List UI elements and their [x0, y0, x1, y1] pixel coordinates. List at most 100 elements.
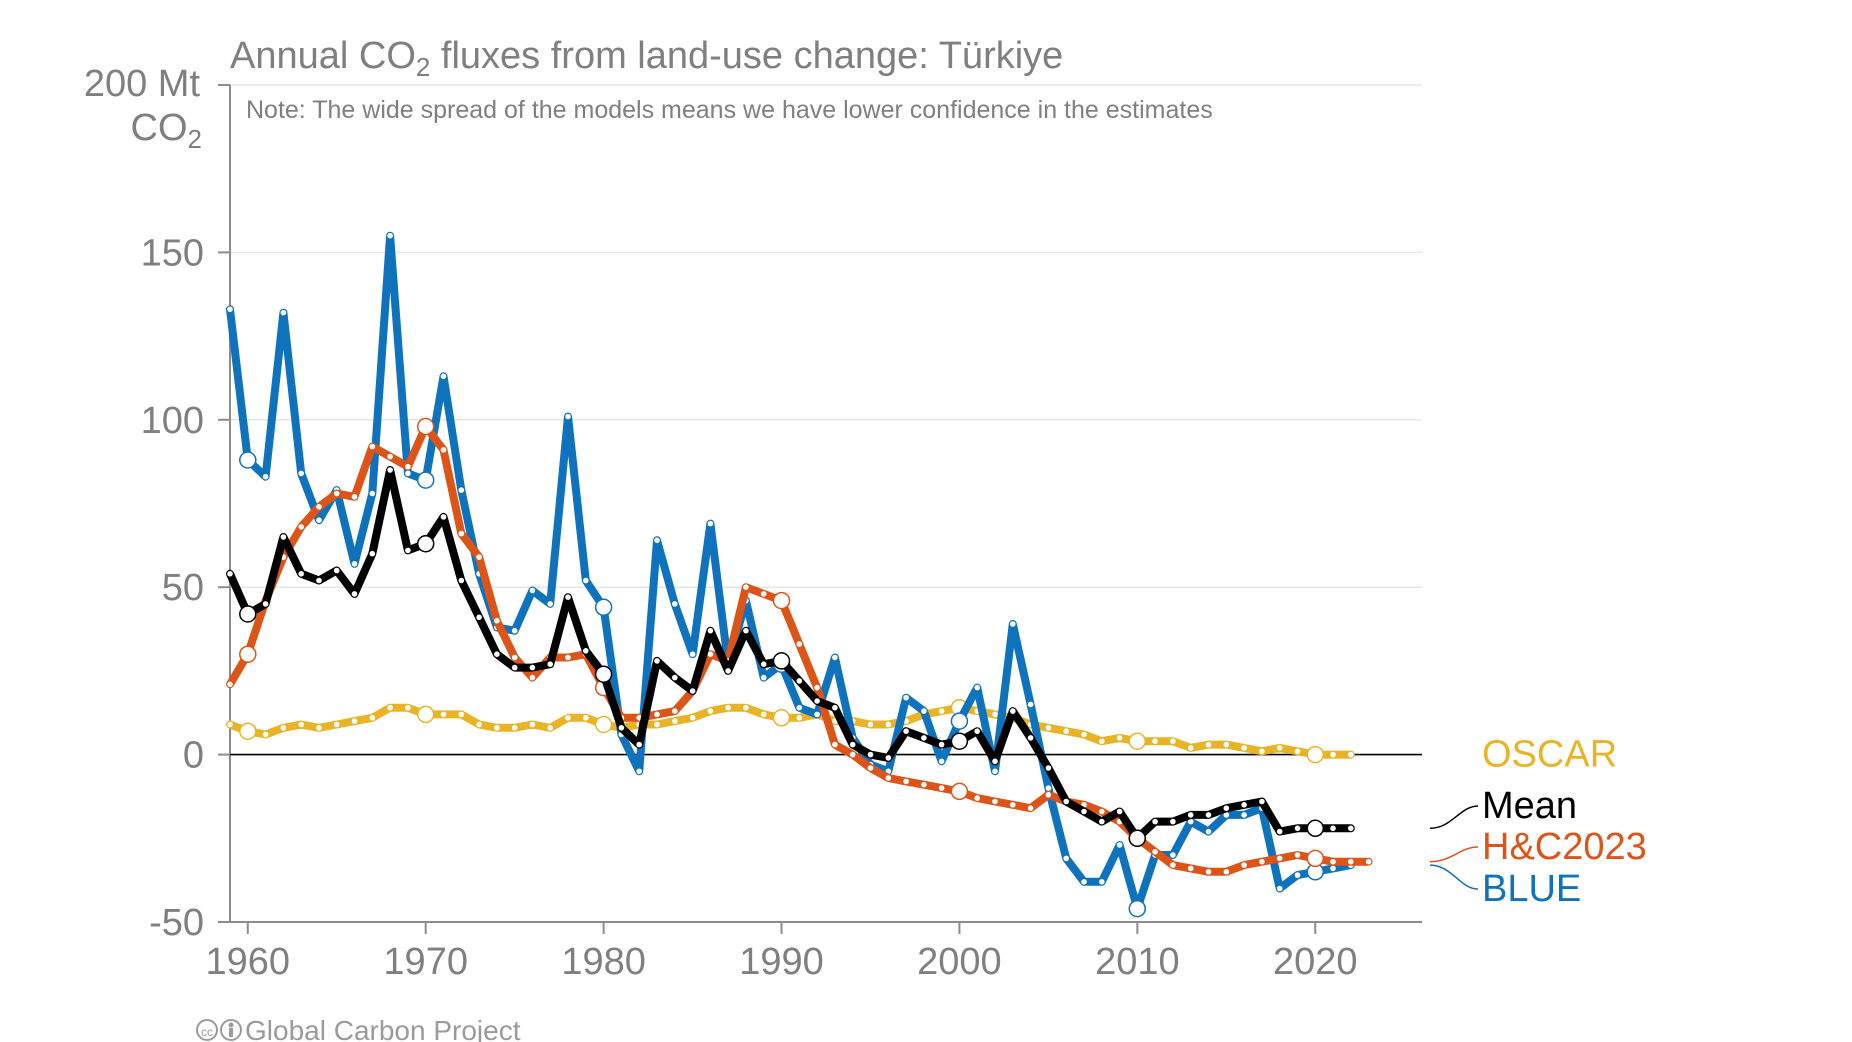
data-point-mean-1994: [849, 741, 856, 748]
data-point-oscar-1968: [387, 704, 393, 711]
cc-icon-glyph: cc: [201, 1025, 213, 1039]
data-point-oscar-1975: [511, 725, 518, 731]
data-point-h-c2023-1999: [938, 785, 945, 791]
data-point-h-c2023-1971: [440, 447, 447, 453]
legend-connector-h-c2023: [1429, 846, 1479, 863]
data-point-mean-1987: [725, 668, 731, 674]
data-point-h-c2023-1984: [672, 708, 678, 714]
chart-note: Note: The wide spread of the models mean…: [246, 96, 1213, 124]
data-point-h-c2023-1988: [743, 584, 749, 590]
data-point-blue-1999: [938, 758, 945, 765]
data-point-blue-2013: [1187, 818, 1194, 825]
data-point-h-c2023-2001: [974, 795, 980, 801]
data-point-oscar-2019: [1294, 748, 1301, 755]
data-point-oscar-2017: [1259, 748, 1265, 755]
data-point-oscar-2014: [1205, 741, 1212, 748]
data-point-mean-2022: [1348, 825, 1354, 832]
data-point-h-c2023-2000: [950, 782, 969, 801]
data-point-oscar-1959: [227, 721, 233, 728]
data-point-blue-1961: [262, 473, 269, 480]
data-point-oscar-1987: [725, 704, 731, 711]
data-point-h-c2023-2019: [1294, 852, 1301, 858]
data-point-h-c2023-1995: [867, 765, 874, 771]
data-point-h-c2023-1970: [416, 417, 435, 436]
data-point-mean-1981: [618, 725, 625, 731]
data-point-mean-1969: [405, 547, 411, 554]
data-point-blue-1960: [239, 451, 257, 469]
by-icon-head: [228, 1022, 234, 1028]
data-point-mean-1977: [547, 661, 553, 667]
data-point-mean-1968: [387, 467, 393, 473]
data-point-mean-2000: [950, 732, 969, 750]
data-point-oscar-1988: [743, 704, 749, 711]
data-point-oscar-2022: [1348, 751, 1354, 758]
y-tick-label-50: 50: [162, 567, 204, 609]
data-point-mean-2009: [1116, 808, 1123, 815]
data-point-blue-1989: [760, 674, 767, 681]
data-point-h-c2023-2022: [1348, 858, 1354, 865]
data-point-mean-2014: [1205, 812, 1212, 818]
data-point-oscar-2015: [1223, 741, 1230, 748]
data-point-blue-1969: [405, 470, 411, 477]
data-point-mean-2020: [1306, 819, 1325, 838]
x-tick-label-1990: 1990: [739, 941, 824, 983]
data-point-oscar-1995: [867, 721, 874, 728]
data-point-mean-1991: [796, 678, 803, 684]
data-point-mean-1985: [689, 688, 696, 694]
data-point-mean-2012: [1170, 818, 1176, 825]
data-point-h-c2023-2012: [1170, 862, 1176, 868]
data-point-oscar-2016: [1241, 745, 1247, 751]
data-point-h-c2023-1967: [369, 443, 376, 450]
data-point-oscar-1965: [333, 721, 340, 728]
data-point-mean-1993: [832, 704, 838, 711]
data-point-mean-2021: [1330, 825, 1336, 832]
data-point-h-c2023-2005: [1045, 792, 1052, 798]
data-point-h-c2023-2014: [1205, 869, 1212, 875]
data-point-mean-1990: [772, 652, 791, 670]
data-point-h-c2023-2023: [1365, 858, 1372, 865]
data-point-oscar-1970: [416, 705, 435, 724]
data-point-mean-2015: [1223, 805, 1230, 811]
data-point-oscar-1976: [529, 721, 536, 728]
data-point-h-c2023-1996: [885, 775, 892, 781]
data-point-mean-2003: [1010, 708, 1016, 714]
data-point-oscar-1990: [772, 709, 791, 727]
legend-label-oscar: OSCAR: [1482, 734, 1617, 776]
data-point-oscar-1986: [707, 708, 714, 714]
data-point-h-c2023-1975: [511, 654, 518, 661]
data-point-oscar-2005: [1045, 725, 1052, 731]
chart-title: Annual CO2 fluxes from land-use change: …: [230, 35, 1063, 82]
data-point-h-c2023-1968: [387, 453, 393, 460]
data-point-oscar-1962: [280, 725, 287, 731]
data-point-blue-2018: [1276, 885, 1283, 892]
data-point-mean-2004: [1027, 735, 1034, 741]
data-point-h-c2023-1966: [351, 494, 358, 500]
data-point-h-c2023-1990: [772, 591, 791, 610]
data-point-oscar-1961: [262, 731, 269, 738]
data-point-blue-1971: [440, 373, 447, 380]
data-point-h-c2023-1992: [814, 684, 820, 691]
data-point-mean-2007: [1081, 808, 1087, 815]
data-point-mean-2002: [992, 758, 998, 765]
data-point-mean-1961: [262, 601, 269, 607]
data-point-mean-1995: [867, 751, 874, 758]
data-point-oscar-1977: [547, 725, 553, 731]
data-point-blue-2016: [1241, 812, 1247, 818]
data-point-blue-1982: [636, 768, 642, 775]
data-point-blue-1976: [529, 587, 536, 594]
data-point-h-c2023-2021: [1330, 858, 1336, 865]
data-point-blue-1967: [369, 490, 376, 497]
data-point-oscar-1973: [476, 721, 482, 728]
data-point-blue-1964: [316, 517, 322, 523]
data-point-blue-1985: [689, 651, 696, 657]
data-point-oscar-1983: [654, 721, 660, 728]
data-point-oscar-1980: [594, 715, 613, 734]
data-point-mean-1967: [369, 550, 376, 557]
data-point-oscar-1984: [672, 718, 678, 724]
legend-connector-mean: [1429, 805, 1479, 830]
data-point-h-c2023-2002: [992, 798, 998, 805]
data-point-blue-2002: [992, 768, 998, 775]
data-point-mean-1988: [743, 627, 749, 634]
data-point-mean-1996: [885, 755, 892, 761]
